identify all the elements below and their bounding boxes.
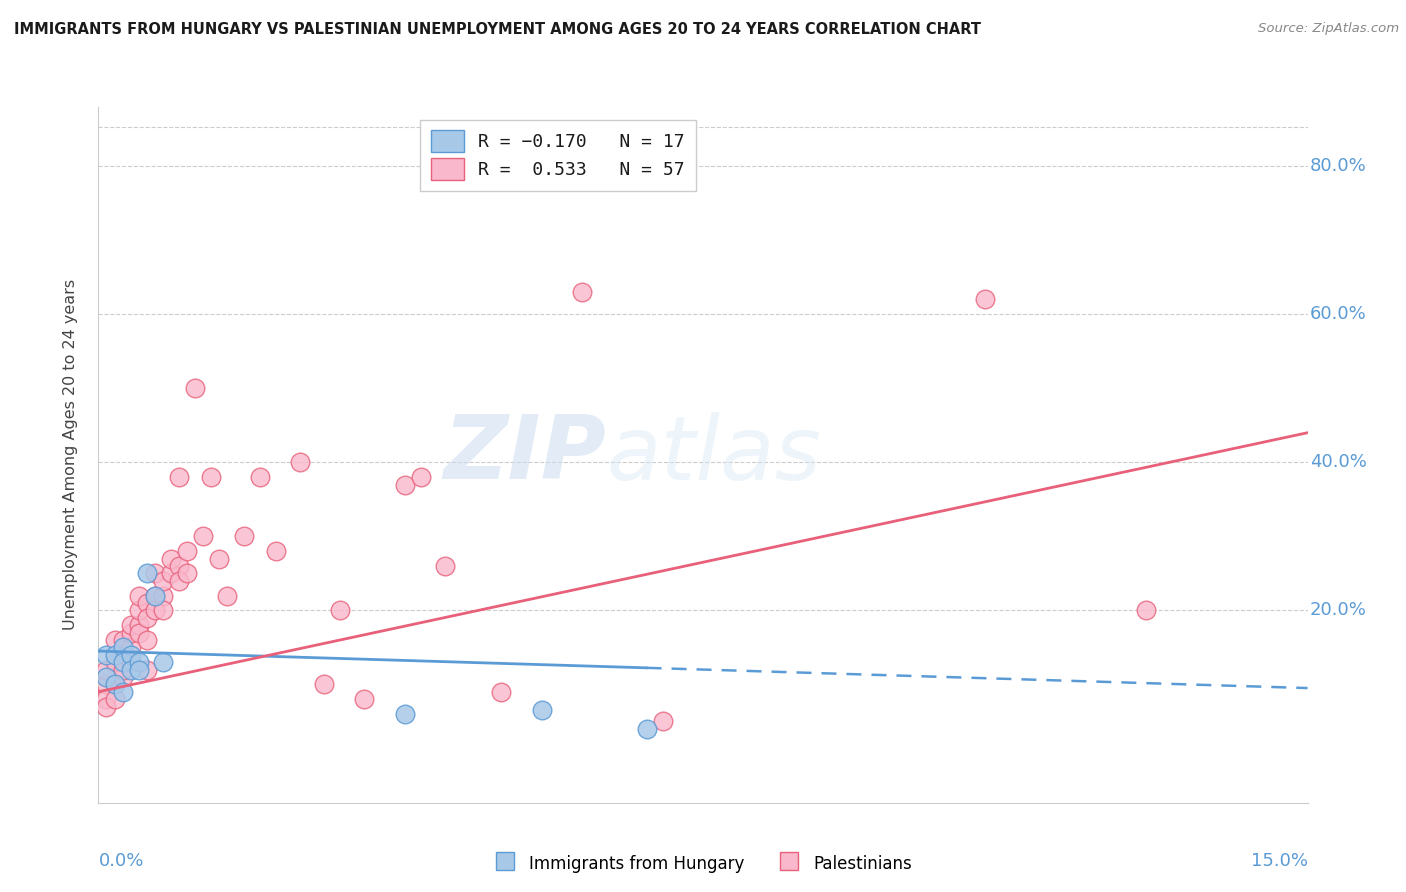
Point <box>103 648 125 662</box>
Text: Source: ZipAtlas.com: Source: ZipAtlas.com <box>1258 22 1399 36</box>
Point <box>152 603 174 617</box>
Point <box>167 574 190 588</box>
Point <box>974 293 997 307</box>
Point <box>249 470 271 484</box>
Text: 40.0%: 40.0% <box>1310 453 1367 471</box>
Point <box>111 670 134 684</box>
Point <box>111 632 134 647</box>
Point <box>111 685 134 699</box>
Point <box>96 692 118 706</box>
Point <box>96 677 118 691</box>
Point <box>128 663 150 677</box>
Point <box>530 703 553 717</box>
Point <box>120 625 142 640</box>
Point <box>394 706 416 721</box>
Point <box>128 589 150 603</box>
Point <box>314 677 336 691</box>
Point <box>288 455 311 469</box>
Point <box>128 655 150 669</box>
Point <box>167 558 190 573</box>
Point <box>96 670 118 684</box>
Point <box>1135 603 1157 617</box>
Point <box>152 589 174 603</box>
Point <box>103 655 125 669</box>
Point <box>103 632 125 647</box>
Point <box>103 692 125 706</box>
Point <box>152 655 174 669</box>
Point <box>264 544 287 558</box>
Point <box>329 603 352 617</box>
Point <box>120 663 142 677</box>
Text: 80.0%: 80.0% <box>1310 157 1367 175</box>
Point <box>434 558 457 573</box>
Point <box>120 655 142 669</box>
Point <box>128 603 150 617</box>
Point <box>135 611 157 625</box>
Point <box>651 714 673 729</box>
Point <box>353 692 375 706</box>
Point <box>135 663 157 677</box>
Point <box>176 544 198 558</box>
Point <box>232 529 254 543</box>
Text: ZIP: ZIP <box>443 411 606 499</box>
Point <box>96 663 118 677</box>
Point <box>111 663 134 677</box>
Point <box>103 677 125 691</box>
Point <box>96 648 118 662</box>
Point <box>111 648 134 662</box>
Y-axis label: Unemployment Among Ages 20 to 24 years: Unemployment Among Ages 20 to 24 years <box>63 279 77 631</box>
Text: 0.0%: 0.0% <box>98 852 143 870</box>
Text: atlas: atlas <box>606 412 821 498</box>
Point <box>135 596 157 610</box>
Point <box>217 589 239 603</box>
Text: 15.0%: 15.0% <box>1250 852 1308 870</box>
Legend: Immigrants from Hungary, Palestinians: Immigrants from Hungary, Palestinians <box>488 847 918 880</box>
Point <box>120 648 142 662</box>
Legend: R = −0.170   N = 17, R =  0.533   N = 57: R = −0.170 N = 17, R = 0.533 N = 57 <box>420 120 696 191</box>
Point <box>111 640 134 655</box>
Point <box>394 477 416 491</box>
Point <box>208 551 231 566</box>
Point <box>571 285 593 299</box>
Text: IMMIGRANTS FROM HUNGARY VS PALESTINIAN UNEMPLOYMENT AMONG AGES 20 TO 24 YEARS CO: IMMIGRANTS FROM HUNGARY VS PALESTINIAN U… <box>14 22 981 37</box>
Point <box>143 566 166 581</box>
Point <box>111 655 134 669</box>
Point <box>103 677 125 691</box>
Point <box>160 551 183 566</box>
Point <box>135 632 157 647</box>
Text: 20.0%: 20.0% <box>1310 601 1367 619</box>
Point <box>143 589 166 603</box>
Point <box>120 640 142 655</box>
Text: 60.0%: 60.0% <box>1310 305 1367 323</box>
Point <box>120 618 142 632</box>
Point <box>491 685 513 699</box>
Point <box>636 722 658 736</box>
Point <box>96 699 118 714</box>
Point <box>200 470 222 484</box>
Point <box>135 566 157 581</box>
Point <box>152 574 174 588</box>
Point <box>409 470 432 484</box>
Point <box>193 529 215 543</box>
Point <box>128 625 150 640</box>
Point <box>143 589 166 603</box>
Point <box>160 566 183 581</box>
Point <box>167 470 190 484</box>
Point <box>143 603 166 617</box>
Point <box>184 381 207 395</box>
Point <box>176 566 198 581</box>
Point <box>128 618 150 632</box>
